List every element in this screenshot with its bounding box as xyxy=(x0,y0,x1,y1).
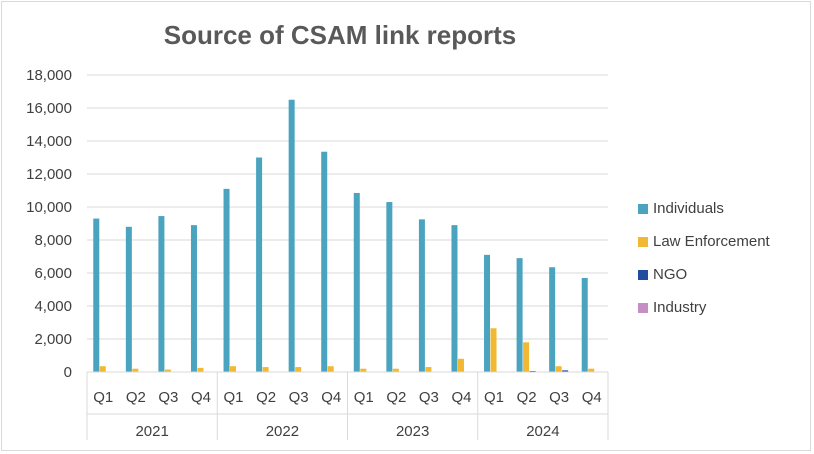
bar-law-enforcement xyxy=(360,368,367,372)
y-tick-label: 2,000 xyxy=(34,331,72,348)
bar-law-enforcement xyxy=(327,366,334,372)
bar-individuals xyxy=(353,192,360,372)
bar-individuals xyxy=(190,225,197,372)
x-tick-label: Q3 xyxy=(549,389,569,406)
x-group-label: 2023 xyxy=(396,423,429,440)
x-tick-label: Q1 xyxy=(224,389,244,406)
x-tick-label: Q1 xyxy=(93,389,113,406)
bar-law-enforcement xyxy=(425,367,432,372)
bar-law-enforcement xyxy=(295,367,302,372)
y-tick-label: 12,000 xyxy=(26,166,72,183)
y-tick-label: 14,000 xyxy=(26,133,72,150)
bar-individuals xyxy=(451,225,458,372)
y-tick-label: 4,000 xyxy=(34,298,72,315)
legend-label: Industry xyxy=(653,299,707,316)
x-group-label: 2022 xyxy=(266,423,299,440)
bar-ngo xyxy=(562,370,569,372)
y-tick-label: 10,000 xyxy=(26,199,72,216)
x-tick-label: Q3 xyxy=(419,389,439,406)
legend-label: Law Enforcement xyxy=(653,233,770,250)
bar-individuals xyxy=(516,258,523,372)
bar-individuals xyxy=(418,219,425,372)
x-tick-label: Q4 xyxy=(582,389,602,406)
chart-title: Source of CSAM link reports xyxy=(163,20,517,50)
legend-swatch xyxy=(638,236,648,247)
bar-individuals xyxy=(223,188,230,372)
legend-swatch xyxy=(638,203,648,214)
x-tick-label: Q3 xyxy=(158,389,178,406)
legend-item: Law Enforcement xyxy=(638,225,808,258)
x-tick-label: Q4 xyxy=(321,389,341,406)
bars xyxy=(93,99,595,372)
legend-label: Individuals xyxy=(653,200,724,217)
legend-swatch xyxy=(638,269,648,280)
bar-individuals xyxy=(549,267,556,372)
x-group-label: 2021 xyxy=(135,423,168,440)
bar-law-enforcement xyxy=(132,368,139,372)
x-tick-label: Q2 xyxy=(256,389,276,406)
bar-individuals xyxy=(581,277,588,372)
bar-law-enforcement xyxy=(99,366,106,372)
legend: Individuals Law Enforcement NGO Industry xyxy=(638,192,808,324)
y-axis-ticks: 0 2,000 4,000 6,000 8,000 10,000 12,000 14,000 1… xyxy=(26,67,72,381)
bar-individuals xyxy=(321,151,328,372)
x-tick-label: Q2 xyxy=(386,389,406,406)
bar-individuals xyxy=(256,157,263,372)
bar-law-enforcement xyxy=(555,366,562,372)
bar-individuals xyxy=(288,99,295,372)
legend-item: Industry xyxy=(638,291,808,324)
x-tick-label: Q2 xyxy=(126,389,146,406)
legend-label: NGO xyxy=(653,266,688,283)
bar-law-enforcement xyxy=(392,368,399,372)
bar-law-enforcement xyxy=(457,358,464,372)
bar-law-enforcement xyxy=(588,368,595,372)
x-tick-label: Q4 xyxy=(451,389,471,406)
x-tick-label: Q2 xyxy=(517,389,537,406)
bar-law-enforcement xyxy=(490,328,497,372)
bar-law-enforcement xyxy=(197,367,204,372)
y-tick-label: 16,000 xyxy=(26,100,72,117)
bar-individuals xyxy=(158,216,165,372)
bar-law-enforcement xyxy=(262,367,269,372)
legend-swatch xyxy=(638,302,648,313)
legend-item: NGO xyxy=(638,258,808,291)
bar-law-enforcement xyxy=(230,366,237,372)
y-tick-label: 0 xyxy=(64,364,72,381)
bar-individuals xyxy=(93,218,100,372)
x-group-label: 2024 xyxy=(526,423,559,440)
bar-law-enforcement xyxy=(523,342,530,372)
x-tick-label: Q3 xyxy=(289,389,309,406)
x-tick-label: Q4 xyxy=(191,389,211,406)
y-tick-label: 8,000 xyxy=(34,232,72,249)
y-tick-label: 6,000 xyxy=(34,265,72,282)
bar-individuals xyxy=(484,254,491,372)
bar-law-enforcement xyxy=(164,369,171,372)
y-tick-label: 18,000 xyxy=(26,67,72,84)
legend-item: Individuals xyxy=(638,192,808,225)
gridlines xyxy=(87,74,608,373)
bar-individuals xyxy=(386,202,393,372)
bar-individuals xyxy=(125,226,132,372)
x-tick-label: Q1 xyxy=(484,389,504,406)
x-tick-label: Q1 xyxy=(354,389,374,406)
x-axis: Q1 Q2 Q3 Q4 2021 Q1 Q2 Q3 Q4 2022 Q1 Q2 Q3 Q4 2023 Q1 Q2… xyxy=(86,371,609,440)
